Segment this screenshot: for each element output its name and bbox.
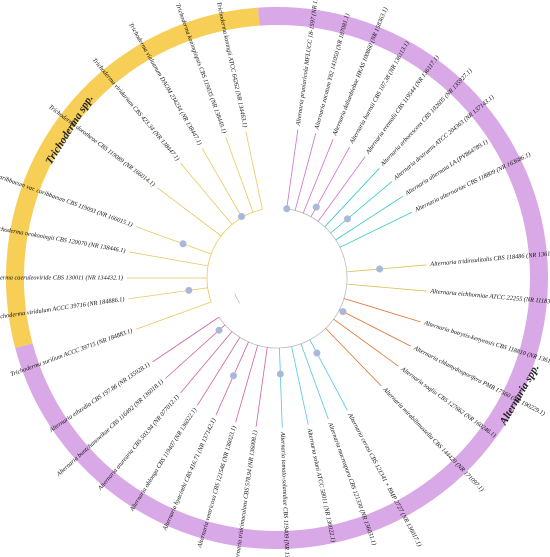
ring-arc: [15, 7, 548, 549]
branch: [128, 287, 208, 300]
node: [339, 308, 347, 316]
branch: [325, 328, 382, 387]
branch: [279, 347, 283, 428]
branch: [294, 133, 317, 211]
branch: [339, 211, 412, 248]
branch: [255, 347, 268, 427]
leaf-label: Alternaria ethzedia CBS 197.86 (NR 13592…: [47, 361, 151, 434]
branch: [346, 264, 427, 273]
branch: [156, 187, 222, 237]
node: [238, 213, 245, 221]
leaf-label: Alternaria aturearia CBS 503.94 (NR 0770…: [96, 394, 180, 493]
leaf-label: Alternaria alternata LA (PV864789.1): [403, 138, 489, 197]
branch: [129, 251, 209, 267]
branch: [245, 131, 263, 210]
branch: [339, 309, 411, 347]
branch: [324, 168, 380, 228]
branch: [235, 345, 259, 423]
branch: [165, 324, 226, 379]
branch: [346, 283, 427, 292]
node: [185, 286, 193, 294]
node: [229, 372, 237, 380]
branch: [135, 226, 212, 255]
branch: [286, 129, 299, 209]
branch: [180, 162, 233, 225]
node: [283, 205, 291, 213]
branch: [135, 301, 212, 330]
branch: [225, 136, 254, 213]
branch: [197, 337, 241, 406]
branch: [330, 181, 393, 234]
node: [312, 203, 320, 211]
branch: [343, 298, 421, 323]
branch: [335, 195, 404, 241]
branch: [302, 138, 334, 214]
branch: [317, 156, 366, 222]
leaf-label: Alternaria solani ATCC 58011 (NR 136022.…: [305, 427, 336, 543]
leaf-label: Alternaria mirabilimustella CBS 144420 (…: [381, 386, 485, 494]
branch-arc: [206, 209, 263, 303]
node: [215, 326, 223, 334]
leaf-label: Alternaria soqliu CBS 127662 (NR 160246.…: [399, 365, 497, 439]
ring-arc: [6, 7, 260, 349]
node: [313, 349, 321, 357]
branch: [300, 343, 329, 420]
node: [343, 215, 351, 223]
branch: [201, 147, 243, 218]
node: [376, 265, 384, 273]
leaf-label: Trichoderma caeruleoviride CBS 130011 (N…: [0, 274, 123, 281]
branch: [180, 331, 233, 394]
leaf-label: Alternaria oblonga CBS 119407 (NR 136022…: [128, 407, 198, 514]
branch: [333, 318, 399, 367]
branch-arc: [234, 293, 241, 304]
branch: [152, 316, 220, 363]
branch: [291, 346, 309, 425]
node: [179, 240, 187, 248]
node: [276, 370, 284, 378]
branch-arc: [218, 208, 348, 349]
